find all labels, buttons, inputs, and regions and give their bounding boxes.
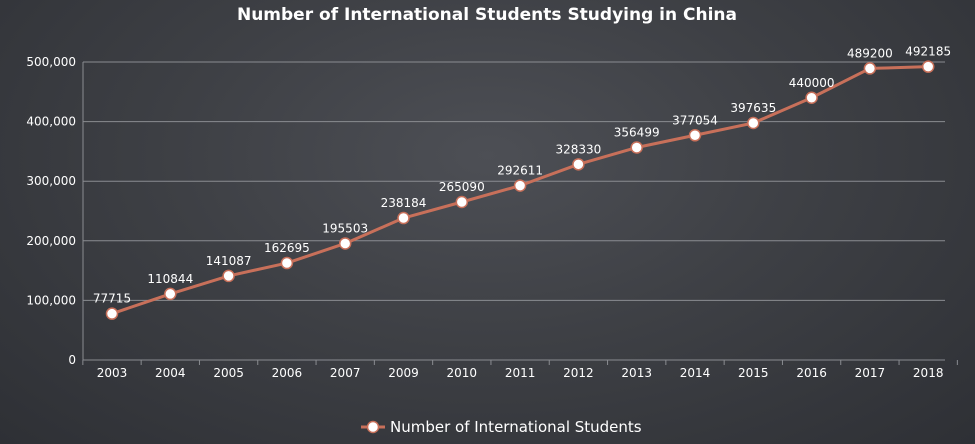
data-label-2006: 162695 <box>264 241 310 255</box>
data-point-2011 <box>513 179 527 192</box>
x-tick-label-2011: 2011 <box>505 366 536 380</box>
data-label-2012: 328330 <box>555 142 601 156</box>
x-tick-label-2012: 2012 <box>563 366 594 380</box>
legend-marker-swatch <box>366 420 380 434</box>
y-axis-ticks: 0 100,000 200,000 300,000 400,000 500,000 <box>26 55 76 367</box>
data-label-2011: 292611 <box>497 164 543 178</box>
x-tick-label-2010: 2010 <box>447 366 478 380</box>
data-point-2004 <box>164 287 177 301</box>
data-label-2015: 397635 <box>730 101 776 115</box>
data-point-2014 <box>688 129 702 142</box>
x-tick-label-2007: 2007 <box>330 366 361 380</box>
data-point-2009 <box>397 211 410 225</box>
x-tick-label-2014: 2014 <box>680 366 711 380</box>
data-point-2010 <box>455 195 469 209</box>
data-label-2018: 492185 <box>905 45 951 59</box>
legend-entry-label: Number of International Students <box>390 418 642 436</box>
data-point-2003 <box>105 307 119 320</box>
data-label-2017: 489200 <box>847 46 893 60</box>
data-point-2013 <box>630 141 643 154</box>
y-tick-label: 400,000 <box>26 115 76 129</box>
grid-lines <box>83 61 945 301</box>
x-tick-label-2006: 2006 <box>272 366 303 380</box>
series-markers <box>105 60 935 320</box>
y-tick-label: 100,000 <box>26 293 76 307</box>
data-point-2005 <box>222 269 235 283</box>
x-tick-label-2005: 2005 <box>213 366 244 380</box>
data-label-2007: 195503 <box>322 221 368 235</box>
axes <box>82 62 958 365</box>
data-point-2006 <box>280 256 294 270</box>
data-label-2005: 141087 <box>206 254 252 268</box>
data-point-2018 <box>921 60 935 73</box>
y-tick-label: 500,000 <box>26 55 76 69</box>
data-label-2014: 377054 <box>672 113 718 127</box>
data-label-2003: 77715 <box>93 292 131 306</box>
x-tick-label-2017: 2017 <box>855 366 886 380</box>
x-tick-label-2004: 2004 <box>155 366 186 380</box>
x-tick-label-2018: 2018 <box>913 366 944 380</box>
data-label-2009: 238184 <box>381 196 427 210</box>
x-tick-label-2015: 2015 <box>738 366 769 380</box>
data-label-2013: 356499 <box>614 126 660 140</box>
data-label-2010: 265090 <box>439 180 485 194</box>
data-point-2015 <box>747 116 760 130</box>
data-point-2017 <box>863 62 877 75</box>
data-labels: 77715 110844 141087 162695 195503 238184 26509… <box>93 45 951 306</box>
x-tick-label-2013: 2013 <box>621 366 652 380</box>
data-point-2012 <box>572 158 585 171</box>
data-point-2016 <box>805 91 818 105</box>
y-tick-label: 300,000 <box>26 174 76 188</box>
legend: Number of International Students <box>361 418 642 436</box>
y-tick-label: 0 <box>68 353 76 367</box>
data-label-2004: 110844 <box>147 272 193 286</box>
chart-title: Number of International Students Studyin… <box>237 5 737 25</box>
data-point-2007 <box>338 237 352 250</box>
x-tick-label-2016: 2016 <box>796 366 827 380</box>
data-label-2016: 440000 <box>789 76 835 90</box>
x-tick-label-2003: 2003 <box>97 366 128 380</box>
y-tick-label: 200,000 <box>26 234 76 248</box>
x-axis-ticks: 2003 2004 2005 2006 2007 2009 2010 2011 2012 2013… <box>97 366 944 380</box>
x-tick-label-2009: 2009 <box>388 366 419 380</box>
